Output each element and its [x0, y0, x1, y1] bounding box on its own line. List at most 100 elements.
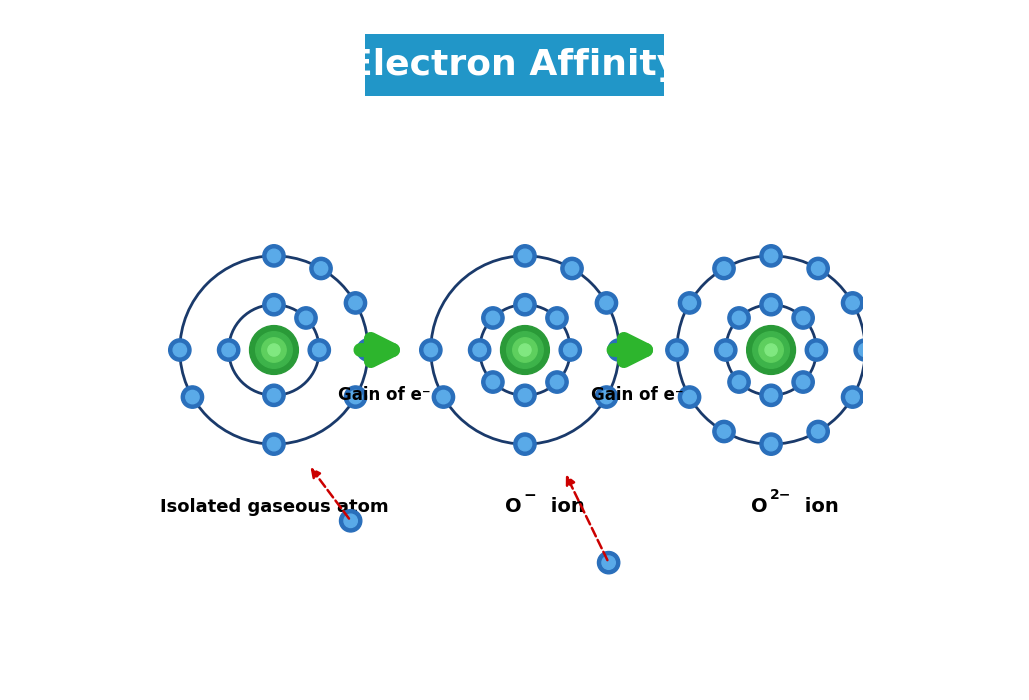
Circle shape [262, 433, 285, 455]
Circle shape [262, 384, 285, 407]
Circle shape [262, 293, 285, 316]
Circle shape [564, 343, 577, 357]
Circle shape [796, 312, 810, 325]
Circle shape [513, 245, 536, 267]
Circle shape [487, 312, 500, 325]
Circle shape [683, 296, 697, 309]
Circle shape [345, 292, 366, 314]
Circle shape [268, 438, 281, 451]
Circle shape [217, 339, 240, 361]
Circle shape [345, 386, 366, 408]
Circle shape [792, 371, 814, 393]
Circle shape [468, 339, 491, 361]
Circle shape [262, 245, 285, 267]
Text: ion: ion [544, 498, 586, 517]
Circle shape [519, 389, 532, 402]
Circle shape [313, 343, 326, 357]
Circle shape [255, 332, 292, 368]
Circle shape [268, 344, 280, 356]
Circle shape [600, 391, 613, 404]
Circle shape [551, 375, 564, 389]
Text: 2−: 2− [770, 488, 791, 502]
Circle shape [792, 307, 814, 329]
Circle shape [545, 371, 568, 393]
Circle shape [758, 338, 783, 362]
Circle shape [295, 307, 317, 329]
Circle shape [812, 262, 825, 275]
Circle shape [473, 343, 487, 357]
Circle shape [858, 343, 872, 357]
Circle shape [310, 258, 332, 279]
Circle shape [596, 386, 617, 408]
Circle shape [765, 389, 778, 402]
Text: O: O [751, 498, 768, 517]
Text: Isolated gaseous atom: Isolated gaseous atom [159, 498, 388, 516]
Circle shape [728, 307, 750, 329]
Circle shape [812, 425, 825, 438]
Circle shape [487, 375, 500, 389]
Circle shape [612, 343, 626, 357]
Circle shape [268, 389, 281, 402]
Circle shape [261, 338, 286, 362]
Text: ion: ion [797, 498, 839, 517]
Circle shape [565, 262, 578, 275]
Text: −: − [524, 487, 536, 503]
Circle shape [600, 296, 613, 309]
Circle shape [545, 307, 568, 329]
Circle shape [846, 296, 859, 309]
Circle shape [765, 298, 778, 312]
Text: Electron Affinity: Electron Affinity [349, 48, 680, 82]
Circle shape [596, 292, 617, 314]
Circle shape [432, 386, 455, 408]
Circle shape [678, 386, 701, 408]
Circle shape [173, 343, 186, 357]
Circle shape [602, 556, 615, 569]
Circle shape [513, 433, 536, 455]
Circle shape [561, 258, 583, 279]
Circle shape [500, 326, 549, 374]
Circle shape [181, 386, 204, 408]
Circle shape [753, 332, 789, 368]
Circle shape [765, 438, 778, 451]
Text: O: O [505, 498, 522, 517]
Circle shape [519, 438, 532, 451]
Circle shape [713, 421, 735, 442]
Circle shape [344, 514, 357, 528]
Circle shape [666, 339, 688, 361]
Circle shape [519, 298, 532, 312]
Circle shape [842, 292, 863, 314]
Circle shape [810, 343, 823, 357]
Circle shape [846, 391, 859, 404]
Circle shape [314, 262, 327, 275]
Circle shape [268, 298, 281, 312]
Text: Gain of e⁻: Gain of e⁻ [338, 386, 430, 405]
Circle shape [842, 386, 863, 408]
Circle shape [268, 249, 281, 262]
Circle shape [340, 510, 362, 532]
Circle shape [482, 371, 504, 393]
Circle shape [519, 249, 532, 262]
Circle shape [728, 371, 750, 393]
Circle shape [424, 343, 437, 357]
Circle shape [760, 433, 782, 455]
Circle shape [807, 421, 829, 442]
Circle shape [186, 391, 200, 404]
Text: Gain of e⁻: Gain of e⁻ [591, 386, 683, 405]
Circle shape [506, 332, 543, 368]
Circle shape [760, 245, 782, 267]
Circle shape [678, 292, 701, 314]
Circle shape [513, 293, 536, 316]
Circle shape [169, 339, 191, 361]
Circle shape [222, 343, 236, 357]
Circle shape [361, 343, 375, 357]
Circle shape [670, 343, 683, 357]
Circle shape [559, 339, 581, 361]
Circle shape [760, 293, 782, 316]
FancyBboxPatch shape [364, 34, 665, 95]
Circle shape [349, 391, 362, 404]
Circle shape [806, 339, 827, 361]
Circle shape [308, 339, 330, 361]
Circle shape [717, 425, 731, 438]
Circle shape [512, 338, 537, 362]
Circle shape [299, 312, 313, 325]
